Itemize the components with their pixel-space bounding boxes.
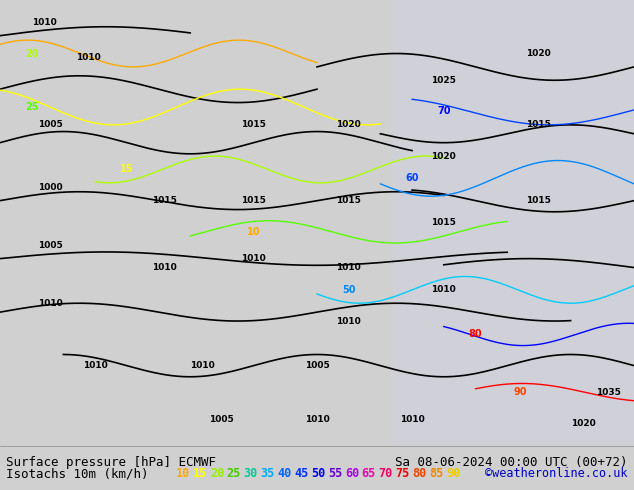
Text: 1010: 1010 bbox=[304, 415, 330, 424]
Text: Sa 08-06-2024 00:00 UTC (00+72): Sa 08-06-2024 00:00 UTC (00+72) bbox=[395, 456, 628, 468]
Text: 1010: 1010 bbox=[399, 415, 425, 424]
Text: 55: 55 bbox=[328, 467, 342, 480]
Text: 25: 25 bbox=[25, 102, 39, 112]
Text: 1010: 1010 bbox=[32, 18, 57, 27]
Text: 20: 20 bbox=[25, 49, 39, 58]
Text: 1015: 1015 bbox=[526, 121, 552, 129]
Text: 1010: 1010 bbox=[152, 263, 178, 272]
Text: 1010: 1010 bbox=[190, 361, 216, 370]
Text: 1010: 1010 bbox=[241, 254, 266, 263]
Text: ©weatheronline.co.uk: ©weatheronline.co.uk bbox=[485, 467, 628, 480]
Text: 70: 70 bbox=[378, 467, 393, 480]
Text: 1015: 1015 bbox=[241, 121, 266, 129]
Text: Isotachs 10m (km/h): Isotachs 10m (km/h) bbox=[6, 467, 149, 480]
Text: 1000: 1000 bbox=[39, 183, 63, 192]
Text: 15: 15 bbox=[193, 467, 207, 480]
Text: 35: 35 bbox=[261, 467, 275, 480]
Text: 65: 65 bbox=[361, 467, 376, 480]
Text: 80: 80 bbox=[412, 467, 427, 480]
Text: 1015: 1015 bbox=[431, 219, 456, 227]
Text: 1010: 1010 bbox=[336, 263, 361, 272]
Text: 50: 50 bbox=[342, 285, 356, 295]
Text: 1010: 1010 bbox=[431, 285, 456, 294]
Text: 1020: 1020 bbox=[336, 121, 361, 129]
Text: 80: 80 bbox=[469, 329, 482, 340]
Text: 10: 10 bbox=[247, 227, 261, 237]
Text: Surface pressure [hPa] ECMWF: Surface pressure [hPa] ECMWF bbox=[6, 456, 216, 468]
Text: 50: 50 bbox=[311, 467, 325, 480]
Text: 1020: 1020 bbox=[431, 151, 456, 161]
Text: 25: 25 bbox=[227, 467, 241, 480]
Text: 60: 60 bbox=[405, 173, 419, 183]
Text: 70: 70 bbox=[437, 106, 451, 117]
Text: 1010: 1010 bbox=[82, 361, 108, 370]
Bar bbox=[393, 0, 634, 446]
Text: 30: 30 bbox=[243, 467, 258, 480]
Text: 1015: 1015 bbox=[152, 196, 178, 205]
Text: 40: 40 bbox=[278, 467, 292, 480]
Text: 15: 15 bbox=[120, 165, 134, 174]
Text: 1035: 1035 bbox=[596, 388, 621, 397]
Text: 1020: 1020 bbox=[526, 49, 552, 58]
Text: 75: 75 bbox=[396, 467, 410, 480]
Text: 1005: 1005 bbox=[209, 415, 235, 424]
Text: 1010: 1010 bbox=[76, 53, 101, 62]
Text: 1005: 1005 bbox=[304, 361, 330, 370]
Text: 90: 90 bbox=[446, 467, 460, 480]
Text: 1020: 1020 bbox=[571, 419, 596, 428]
Text: 1005: 1005 bbox=[38, 121, 63, 129]
Text: 45: 45 bbox=[294, 467, 309, 480]
Text: 1015: 1015 bbox=[241, 196, 266, 205]
Text: 10: 10 bbox=[176, 467, 190, 480]
Text: 1010: 1010 bbox=[336, 317, 361, 325]
Text: 90: 90 bbox=[513, 388, 527, 397]
Text: 20: 20 bbox=[210, 467, 224, 480]
Text: 1025: 1025 bbox=[431, 76, 456, 85]
Text: 1015: 1015 bbox=[526, 196, 552, 205]
Text: 1010: 1010 bbox=[38, 299, 63, 308]
Text: 1015: 1015 bbox=[336, 196, 361, 205]
Text: 85: 85 bbox=[429, 467, 443, 480]
Text: 1005: 1005 bbox=[38, 241, 63, 250]
Text: 60: 60 bbox=[345, 467, 359, 480]
